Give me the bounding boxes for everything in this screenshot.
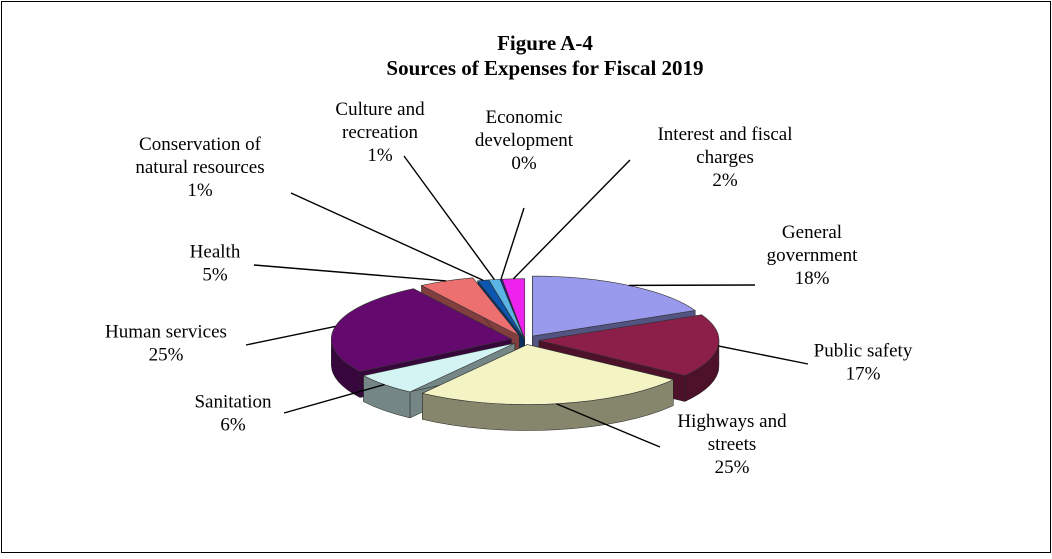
slice-label-line: Highways and — [677, 411, 787, 432]
slice-label-line: 2% — [712, 170, 738, 191]
chart-title: Figure A-4 — [497, 31, 593, 55]
slice-label-line: Public safety — [814, 341, 913, 362]
chart-subtitle: Sources of Expenses for Fiscal 2019 — [386, 56, 703, 80]
slice-label-line: Interest and fiscal — [657, 124, 792, 145]
slice-label-line: 6% — [220, 415, 246, 436]
slice-label-line: 25% — [149, 345, 184, 366]
slice-label-line: Health — [190, 242, 241, 263]
slice-label-line: Conservation of — [139, 134, 262, 155]
slice-label-line: Culture and — [335, 99, 425, 120]
slice-label-line: 18% — [795, 268, 830, 289]
slice-label-line: 17% — [846, 364, 881, 385]
slice-label-line: 1% — [187, 180, 213, 201]
slice-label-line: Human services — [105, 322, 227, 343]
slice-label-line: Sanitation — [194, 392, 272, 413]
slice-label-line: natural resources — [135, 157, 264, 178]
slice-label-line: charges — [696, 147, 754, 168]
slice-label-line: recreation — [342, 122, 418, 143]
slice-label-line: Economic — [485, 107, 562, 128]
slice-label-line: development — [475, 130, 574, 151]
slice-label-line: streets — [708, 434, 757, 455]
slice-label-line: government — [767, 245, 858, 266]
slice-label-line: 25% — [715, 457, 750, 478]
slice-label-line: 0% — [511, 153, 537, 174]
slice-label-line: General — [782, 222, 842, 243]
slice-label-line: 1% — [367, 145, 393, 166]
slice-label-line: 5% — [202, 265, 228, 286]
